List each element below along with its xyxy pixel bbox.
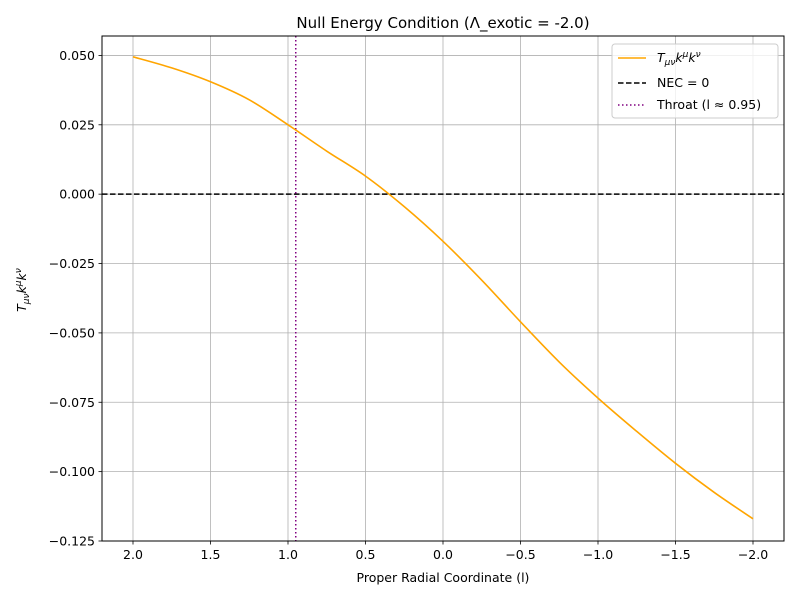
x-tick-label: −0.5 — [505, 547, 535, 562]
x-tick-label: −1.0 — [583, 547, 613, 562]
x-axis-title: Proper Radial Coordinate (l) — [357, 570, 530, 585]
x-tick-label: 1.0 — [278, 547, 298, 562]
series-layer — [132, 56, 754, 520]
x-axis-ticks: 2.0 1.5 1.0 0.5 0.0 −0.5 −1.0 −1.5 −2.0 — [123, 541, 768, 562]
x-tick-label: −2.0 — [738, 547, 768, 562]
y-tick-label: 0.000 — [59, 187, 95, 202]
series-line-tkk — [132, 56, 754, 520]
y-axis-title: Tμνkμkν — [14, 268, 32, 312]
legend-label-throat: Throat (l ≈ 0.95) — [656, 97, 761, 112]
legend-label-tkk: Tμνkμkν — [657, 50, 701, 68]
legend-box — [611, 43, 779, 119]
y-tick-label: −0.025 — [49, 256, 95, 271]
x-tick-label: −1.5 — [660, 547, 690, 562]
reference-lines — [102, 36, 784, 541]
x-tick-label: 0.0 — [433, 547, 453, 562]
chart-title: Null Energy Condition (Λ_exotic = -2.0) — [296, 14, 589, 33]
x-tick-label: 1.5 — [201, 547, 221, 562]
y-axis-ticks: 0.050 0.025 0.000 −0.025 −0.050 −0.075 −0.100 −… — [49, 48, 102, 549]
y-tick-label: 0.025 — [59, 117, 95, 132]
x-tick-label: 0.5 — [356, 547, 376, 562]
legend: Tμνkμkν NEC = 0 Throat (l ≈ 0.95) — [611, 43, 779, 119]
legend-label-nec: NEC = 0 — [657, 75, 709, 90]
x-tick-label: 2.0 — [123, 547, 143, 562]
y-tick-label: 0.050 — [59, 48, 95, 63]
y-tick-label: −0.050 — [49, 325, 95, 340]
y-tick-label: −0.125 — [49, 534, 95, 549]
y-tick-label: −0.100 — [49, 464, 95, 479]
y-tick-label: −0.075 — [49, 395, 95, 410]
